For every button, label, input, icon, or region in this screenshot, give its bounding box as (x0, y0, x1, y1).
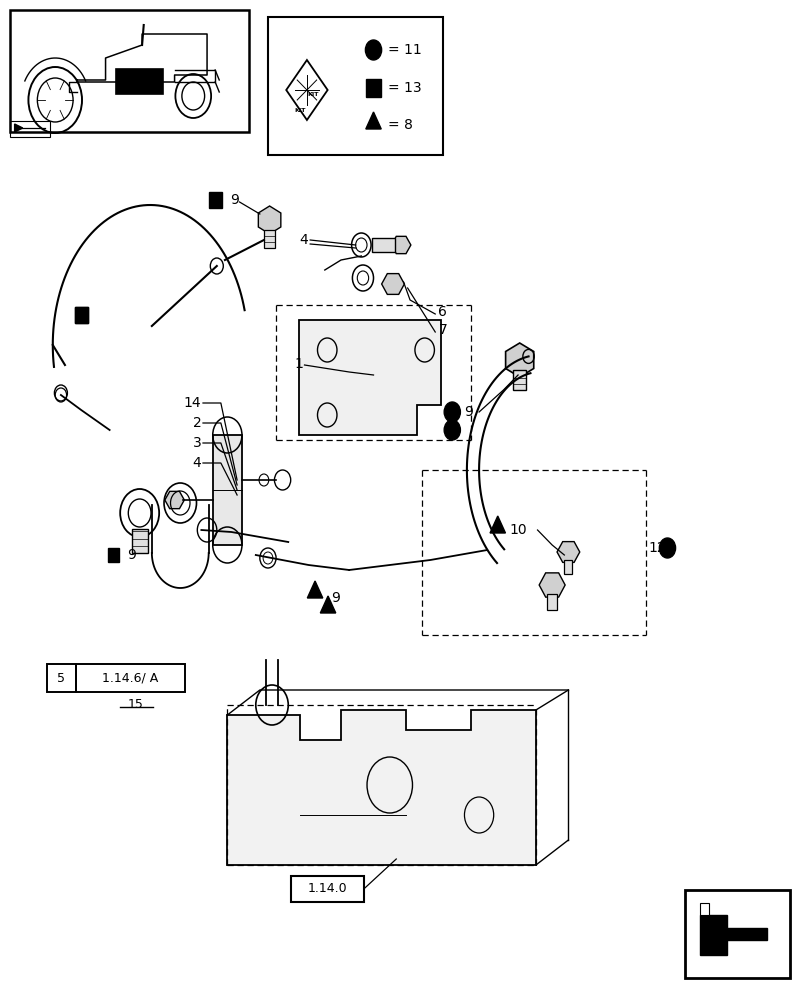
Bar (131, 529, 148, 553)
Polygon shape (381, 274, 404, 294)
Bar (268, 17, 442, 155)
Polygon shape (556, 542, 579, 562)
Text: KIT: KIT (307, 93, 319, 98)
Bar (75, 307, 88, 323)
Text: 5: 5 (58, 672, 65, 684)
Polygon shape (699, 915, 766, 955)
Text: 1.14.6/ A: 1.14.6/ A (102, 672, 158, 684)
Polygon shape (285, 60, 328, 120)
Circle shape (365, 40, 381, 60)
Bar (513, 370, 526, 390)
Bar (47, 664, 75, 692)
Polygon shape (539, 573, 564, 597)
Bar (75, 664, 185, 692)
Bar (366, 79, 380, 97)
Bar (75, 307, 88, 323)
Bar (264, 230, 275, 248)
Polygon shape (505, 343, 533, 377)
Bar (212, 435, 242, 545)
Circle shape (659, 538, 675, 558)
Polygon shape (15, 124, 23, 132)
Polygon shape (258, 206, 281, 234)
Text: KIT: KIT (294, 107, 306, 112)
Polygon shape (699, 903, 708, 915)
Polygon shape (298, 320, 440, 435)
Polygon shape (307, 581, 322, 598)
Polygon shape (165, 491, 184, 509)
Text: 2: 2 (192, 416, 201, 430)
Bar (10, 121, 50, 137)
Text: 15: 15 (127, 698, 144, 710)
Text: 9: 9 (127, 548, 136, 562)
Text: 12: 12 (647, 541, 665, 555)
Text: 10: 10 (509, 523, 527, 537)
Text: = 11: = 11 (388, 43, 422, 57)
Bar (290, 876, 363, 902)
Bar (116, 69, 163, 94)
Bar (684, 890, 789, 978)
Text: 9: 9 (464, 405, 473, 419)
Text: 7: 7 (438, 323, 447, 337)
Bar (10, 10, 249, 132)
Text: 4: 4 (299, 233, 308, 247)
Polygon shape (490, 516, 504, 533)
Text: 1: 1 (294, 357, 303, 371)
Text: 3: 3 (192, 436, 201, 450)
Circle shape (444, 420, 460, 440)
Text: 14: 14 (183, 396, 201, 410)
Bar (564, 560, 572, 574)
Text: 9: 9 (230, 193, 238, 207)
Polygon shape (365, 112, 381, 129)
Polygon shape (227, 710, 535, 865)
Text: 6: 6 (438, 305, 447, 319)
Bar (371, 238, 394, 252)
Polygon shape (320, 596, 336, 613)
Polygon shape (391, 236, 410, 254)
Bar (547, 594, 556, 610)
Text: 1.14.0: 1.14.0 (307, 882, 346, 896)
Text: = 8: = 8 (388, 118, 413, 132)
Bar (208, 192, 221, 208)
Text: 4: 4 (192, 456, 201, 470)
Bar (108, 548, 119, 562)
Text: = 13: = 13 (388, 81, 421, 95)
Text: 9: 9 (331, 591, 340, 605)
Circle shape (444, 402, 460, 422)
